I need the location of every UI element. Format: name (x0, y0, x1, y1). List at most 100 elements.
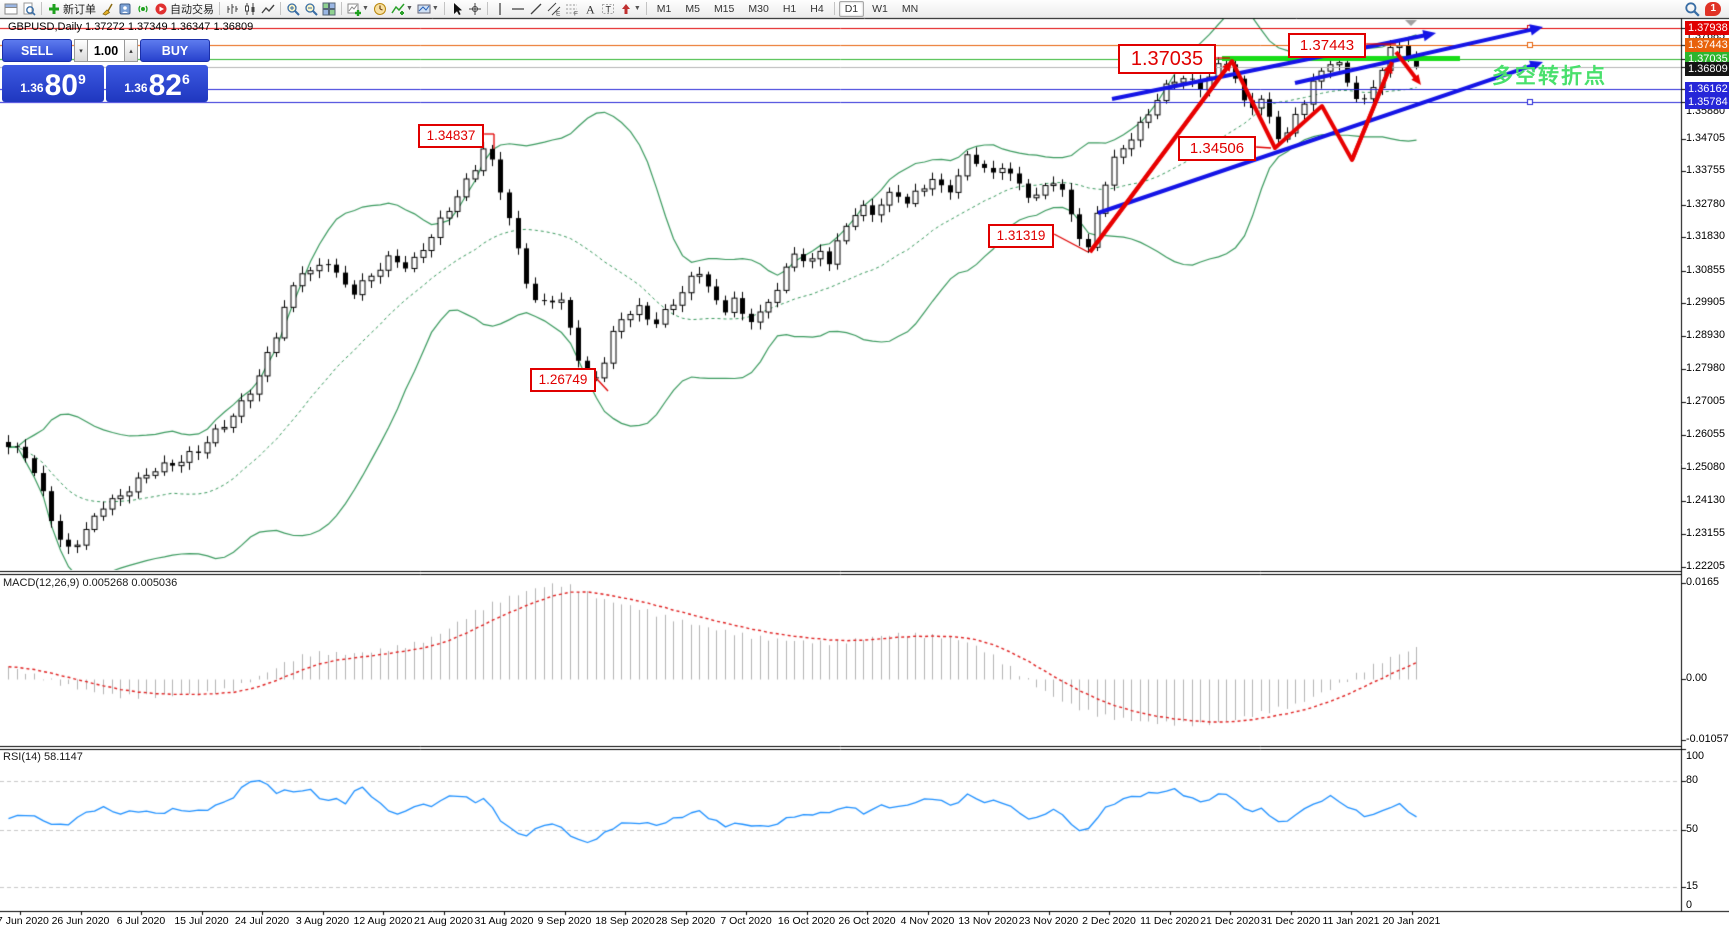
price-level-label: 1.36162 (1685, 82, 1729, 96)
rsi-scale-label: 50 (1686, 823, 1699, 835)
dropdown-caret-icon[interactable]: ▼ (405, 5, 413, 12)
cleanup-icon[interactable] (98, 1, 116, 17)
search-icon[interactable] (1684, 1, 1701, 17)
trendline-icon[interactable] (527, 1, 545, 17)
signal-icon[interactable] (134, 1, 152, 17)
profiles-icon (417, 4, 431, 13)
zoom-out-icon[interactable] (302, 1, 320, 17)
line-chart-icon[interactable] (259, 1, 277, 17)
clock-icon[interactable] (371, 1, 389, 17)
timeframe-M5[interactable]: M5 (685, 2, 700, 15)
dropdown-caret-icon[interactable]: ▼ (362, 5, 369, 12)
price-tick: 1.27005 (1686, 395, 1726, 407)
contacts-icon[interactable] (116, 1, 134, 17)
price-tick: 1.22205 (1686, 560, 1726, 572)
sell-price-small: 1.36 (20, 81, 44, 95)
horizontal-line-icon[interactable] (509, 1, 527, 17)
tile-windows-icon (322, 2, 336, 15)
date-label: 16 Oct 2020 (777, 915, 836, 927)
price-tick: 1.32780 (1686, 198, 1726, 210)
cursor-icon (453, 2, 462, 15)
candlestick-chart-icon[interactable] (241, 1, 259, 17)
date-label: 26 Jun 2020 (51, 915, 110, 927)
fibonacci-icon[interactable]: F (563, 1, 581, 17)
price-annotation-box[interactable]: 1.26749 (530, 368, 596, 392)
vertical-line-icon[interactable] (491, 1, 509, 17)
zoom-in-icon[interactable] (284, 1, 302, 17)
price-tick: 1.34705 (1686, 132, 1726, 144)
bar-chart-icon[interactable] (223, 1, 241, 17)
timeframe-MN[interactable]: MN (901, 2, 919, 15)
timeframe-D1[interactable]: D1 (838, 0, 865, 17)
price-tick: 1.24130 (1686, 494, 1726, 506)
indicators-icon[interactable]: ▼ (389, 1, 415, 17)
timeframe-M15[interactable]: M15 (713, 2, 735, 15)
price-tick: 1.25080 (1686, 461, 1726, 473)
timeframe-H4[interactable]: H4 (810, 2, 824, 15)
auto-trading-button[interactable]: 自动交易 (152, 1, 216, 17)
trade-panel: SELL ▾ 1.00 ▴ BUY 1.36 80 9 1.36 82 6 (2, 39, 212, 102)
price-annotation-box[interactable]: 1.34837 (418, 124, 484, 148)
signal-icon (138, 5, 148, 12)
profiles-icon[interactable]: ▼ (415, 1, 441, 17)
date-label: 21 Aug 2020 (414, 915, 473, 927)
zoom-out-icon (305, 2, 318, 16)
arrow-tools-icon (621, 3, 630, 14)
price-tick: 1.33755 (1686, 164, 1726, 176)
volume-stepper: ▾ 1.00 ▴ (74, 39, 138, 62)
horizontal-line-icon (511, 7, 524, 10)
date-label: 31 Dec 2020 (1260, 915, 1321, 927)
dropdown-caret-icon[interactable]: ▼ (633, 5, 641, 12)
zoom-page-icon[interactable] (20, 1, 38, 17)
notification-badge[interactable]: 1 (1705, 1, 1721, 16)
new-chart-icon[interactable]: ▼ (345, 1, 371, 17)
tile-windows-icon[interactable] (320, 1, 338, 17)
price-level-label: 1.37443 (1685, 38, 1729, 52)
text-icon[interactable]: A (581, 1, 599, 17)
text-label-icon[interactable]: T (599, 1, 617, 17)
date-label: 11 Dec 2020 (1140, 915, 1199, 927)
date-label: 7 Oct 2020 (720, 915, 772, 927)
buy-button[interactable]: BUY (140, 39, 210, 62)
timeframe-W1[interactable]: W1 (872, 2, 888, 15)
sell-button[interactable]: SELL (2, 39, 72, 62)
rsi-scale-label: 80 (1686, 774, 1699, 786)
chinese-note-text[interactable]: 多空转折点 (1492, 65, 1607, 88)
buy-price-display[interactable]: 1.36 82 6 (106, 65, 208, 102)
rsi-scale-label: 100 (1686, 750, 1705, 762)
macd-scale-label: 0.00 (1686, 672, 1708, 684)
channel-icon[interactable]: E (545, 1, 563, 17)
cursor-icon[interactable] (448, 1, 466, 17)
date-label: 31 Aug 2020 (474, 915, 534, 927)
rsi-label: RSI(14) 58.1147 (3, 751, 83, 763)
rsi-scale-label: 15 (1686, 880, 1699, 892)
buy-price-small: 1.36 (124, 81, 148, 95)
channel-icon: E (547, 2, 561, 16)
price-annotation-box[interactable]: 1.37035 (1118, 44, 1216, 74)
timeframe-M1[interactable]: M1 (656, 2, 672, 15)
volume-increase-button[interactable]: ▴ (124, 39, 138, 62)
price-annotation-box[interactable]: 1.31319 (988, 224, 1054, 248)
price-annotation-box[interactable]: 1.34506 (1178, 136, 1256, 161)
price-annotation-box[interactable]: 1.37443 (1288, 33, 1366, 58)
arrow-tools-icon[interactable]: ▼ (617, 1, 643, 17)
dropdown-caret-icon[interactable]: ▼ (431, 5, 439, 12)
fibonacci-icon: F (565, 4, 578, 16)
volume-field[interactable]: 1.00 (88, 39, 124, 62)
sell-price-display[interactable]: 1.36 80 9 (2, 65, 104, 102)
date-label: 15 Jul 2020 (174, 915, 229, 927)
contacts-icon (119, 3, 131, 14)
date-label: 17 Jun 2020 (0, 915, 49, 927)
new-order-button[interactable]: 新订单 (45, 1, 98, 17)
price-level-label: 1.37938 (1685, 21, 1729, 35)
volume-decrease-button[interactable]: ▾ (74, 39, 88, 62)
vertical-line-icon (499, 2, 501, 15)
timeframe-H1[interactable]: H1 (782, 2, 797, 15)
crosshair-icon[interactable] (466, 1, 484, 17)
zoom-page-icon (23, 2, 36, 16)
window-icon[interactable] (2, 1, 20, 17)
date-label: 21 Dec 2020 (1200, 915, 1260, 927)
timeframe-M30[interactable]: M30 (748, 2, 769, 15)
